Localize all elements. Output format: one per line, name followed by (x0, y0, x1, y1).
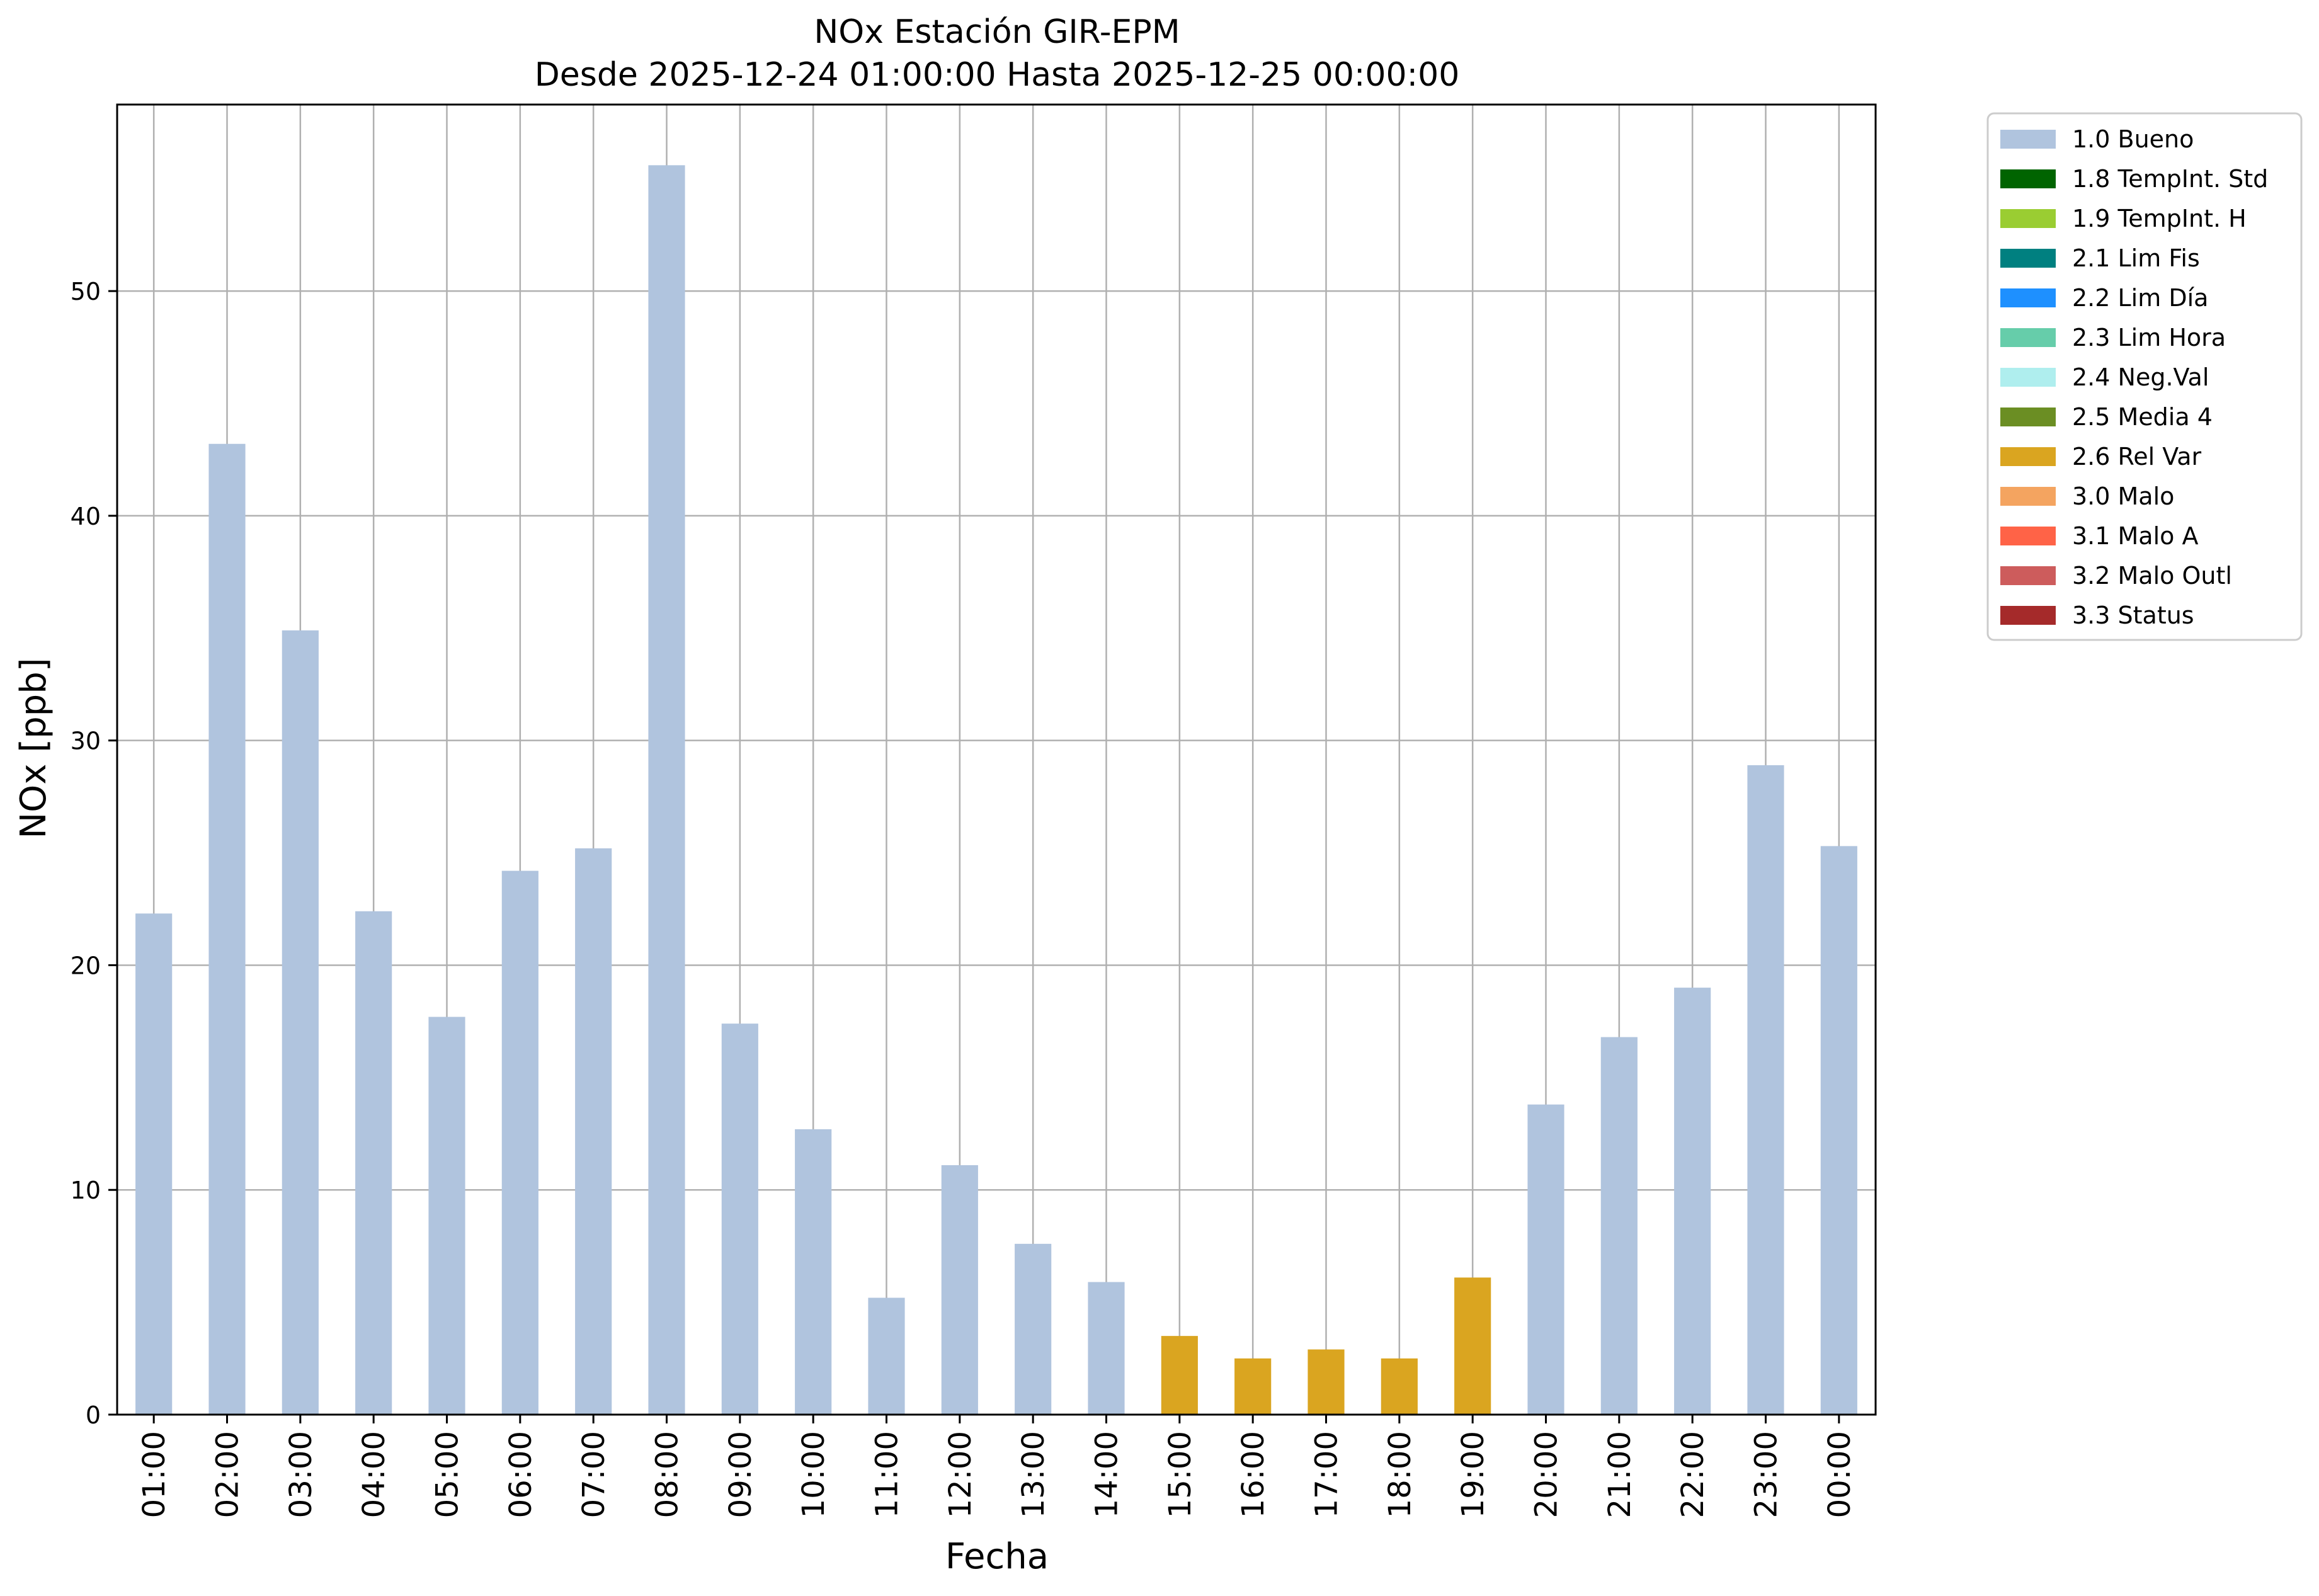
x-tick-label: 14:00 (1090, 1431, 1125, 1518)
legend-swatch (2000, 209, 2056, 228)
legend-label: 3.1 Malo A (2072, 522, 2198, 550)
y-tick-label: 30 (71, 727, 101, 755)
x-tick-label: 18:00 (1382, 1431, 1418, 1518)
legend-swatch (2000, 447, 2056, 466)
bar-1200 (941, 1165, 978, 1415)
x-tick-label: 03:00 (283, 1431, 319, 1518)
bar-0600 (501, 870, 538, 1415)
y-tick-label: 40 (71, 503, 101, 530)
legend-label: 1.0 Bueno (2072, 125, 2194, 153)
x-tick-label: 13:00 (1016, 1431, 1051, 1518)
x-tick-label: 23:00 (1749, 1431, 1784, 1518)
legend-label: 2.3 Lim Hora (2072, 324, 2226, 351)
x-tick-label: 15:00 (1163, 1431, 1198, 1518)
legend-swatch (2000, 169, 2056, 188)
bar-1500 (1161, 1336, 1198, 1415)
bar-1300 (1015, 1243, 1052, 1415)
legend-swatch (2000, 249, 2056, 268)
x-tick-label: 00:00 (1822, 1431, 1857, 1518)
x-tick-label: 11:00 (870, 1431, 905, 1518)
bar-1600 (1234, 1358, 1272, 1415)
chart-title: NOx Estación GIR-EPM (814, 13, 1180, 51)
bar-0700 (575, 848, 612, 1415)
chart-subtitle: Desde 2025-12-24 01:00:00 Hasta 2025-12-… (535, 56, 1460, 94)
x-tick-label: 10:00 (796, 1431, 831, 1518)
bar-2100 (1600, 1037, 1638, 1415)
x-tick-label: 02:00 (210, 1431, 246, 1518)
bar-1700 (1308, 1349, 1345, 1415)
bar-1800 (1381, 1358, 1418, 1415)
x-tick-label: 05:00 (430, 1431, 465, 1518)
legend-swatch (2000, 566, 2056, 585)
x-axis-ticks: 01:00 02:00 03:00 04:00 05:00 06:00 07:00 08:00… (137, 1415, 1857, 1518)
legend-label: 1.9 TempInt. H (2072, 205, 2247, 232)
legend-swatch (2000, 288, 2056, 307)
x-tick-label: 04:00 (356, 1431, 392, 1518)
legend-swatch (2000, 527, 2056, 545)
bar-1100 (868, 1297, 905, 1415)
bar-0300 (282, 630, 319, 1415)
legend-swatch (2000, 328, 2056, 347)
legend-swatch (2000, 368, 2056, 387)
y-tick-label: 50 (71, 278, 101, 305)
x-tick-label: 16:00 (1236, 1431, 1271, 1518)
y-axis-label: NOx [ppb] (13, 658, 54, 838)
bar-0200 (208, 443, 246, 1415)
bar-0400 (355, 911, 392, 1415)
legend-swatch (2000, 130, 2056, 149)
bar-1900 (1454, 1277, 1491, 1415)
y-tick-label: 20 (71, 952, 101, 979)
x-tick-label: 08:00 (650, 1431, 685, 1518)
x-tick-label: 01:00 (137, 1431, 172, 1518)
x-tick-label: 09:00 (723, 1431, 758, 1518)
legend-swatch (2000, 408, 2056, 426)
y-tick-label: 10 (71, 1177, 101, 1204)
bar-0500 (428, 1017, 465, 1415)
legend-swatch (2000, 606, 2056, 625)
legend-label: 3.0 Malo (2072, 482, 2174, 510)
x-tick-label: 07:00 (576, 1431, 612, 1518)
legend-label: 2.4 Neg.Val (2072, 363, 2209, 391)
legend-label: 1.8 TempInt. Std (2072, 165, 2268, 193)
legend-label: 2.1 Lim Fis (2072, 244, 2200, 272)
bar-2000 (1527, 1104, 1564, 1415)
legend-label: 2.6 Rel Var (2072, 443, 2202, 470)
x-tick-label: 20:00 (1529, 1431, 1564, 1518)
x-axis-label: Fecha (945, 1536, 1049, 1577)
plot-area-frame (116, 103, 1877, 1416)
legend-swatch (2000, 487, 2056, 506)
y-axis-ticks: 0 10 20 30 40 50 (71, 278, 117, 1429)
legend: 1.0 Bueno 1.8 TempInt. Std 1.9 TempInt. H 2… (1986, 112, 2303, 641)
legend-label: 3.2 Malo Outl (2072, 562, 2232, 590)
legend-frame (1986, 112, 2303, 641)
legend-label: 2.2 Lim Día (2072, 284, 2208, 312)
bar-0800 (648, 165, 685, 1415)
bar-1400 (1088, 1282, 1125, 1415)
bar-0900 (721, 1023, 758, 1415)
bar-1000 (795, 1129, 832, 1415)
x-tick-label: 22:00 (1675, 1431, 1711, 1518)
bar-2200 (1674, 988, 1711, 1415)
legend-label: 2.5 Media 4 (2072, 403, 2213, 431)
x-tick-label: 19:00 (1456, 1431, 1491, 1518)
bar-2300 (1747, 765, 1784, 1415)
y-tick-label: 0 (86, 1401, 101, 1429)
bars (135, 165, 1857, 1415)
bar-0100 (135, 913, 173, 1415)
x-tick-label: 12:00 (943, 1431, 978, 1518)
x-tick-label: 21:00 (1602, 1431, 1638, 1518)
bar-0000 (1820, 846, 1857, 1415)
legend-items: 1.0 Bueno 1.8 TempInt. Std 1.9 TempInt. H 2… (2000, 125, 2268, 629)
legend-label: 3.3 Status (2072, 601, 2194, 629)
x-tick-label: 17:00 (1309, 1431, 1345, 1518)
x-tick-label: 06:00 (503, 1431, 538, 1518)
